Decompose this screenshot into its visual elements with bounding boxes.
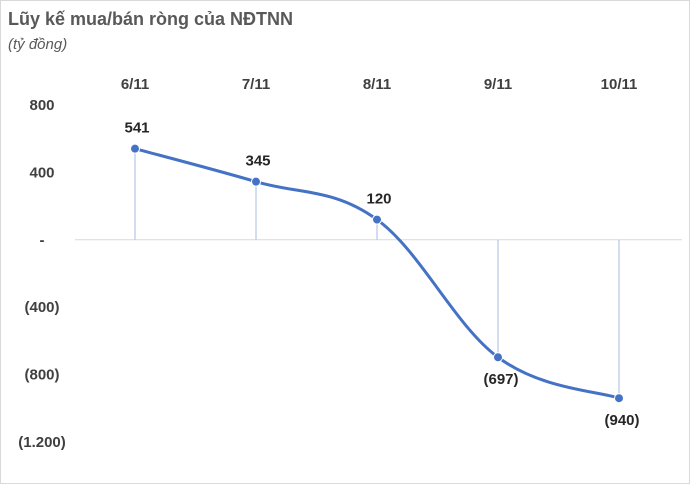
data-label: 345 [245,153,270,170]
x-tick-label: 8/11 [363,76,391,93]
x-axis-ticks: 6/11 7/11 8/11 9/11 10/11 [121,76,638,93]
y-tick-label: 400 [29,164,54,181]
data-points [130,143,624,404]
data-point [493,352,503,363]
data-point [614,393,624,404]
data-label: (940) [604,412,639,429]
data-labels: 541 345 120 (697) (940) [124,120,639,430]
y-axis-ticks: 800 400 - (400) (800) (1.200) [18,97,66,451]
y-tick-label: (400) [24,299,59,316]
x-tick-label: 10/11 [601,76,638,93]
x-tick-label: 7/11 [242,76,270,93]
data-point [251,176,261,187]
chart-title: Lũy kế mua/bán ròng của NĐTNN [8,9,294,29]
y-tick-label: - [40,232,45,249]
data-label: 541 [124,120,149,137]
data-label: (697) [483,371,518,388]
data-point [130,143,140,154]
x-tick-label: 6/11 [121,76,149,93]
x-tick-label: 9/11 [484,76,512,93]
series-line [133,147,621,400]
y-tick-label: 800 [29,97,54,114]
y-tick-label: (1.200) [18,434,66,451]
data-label: 120 [366,191,391,208]
data-point [372,214,382,225]
chart-subtitle: (tỷ đồng) [8,36,68,53]
y-tick-label: (800) [24,367,59,384]
drop-lines [134,148,620,399]
